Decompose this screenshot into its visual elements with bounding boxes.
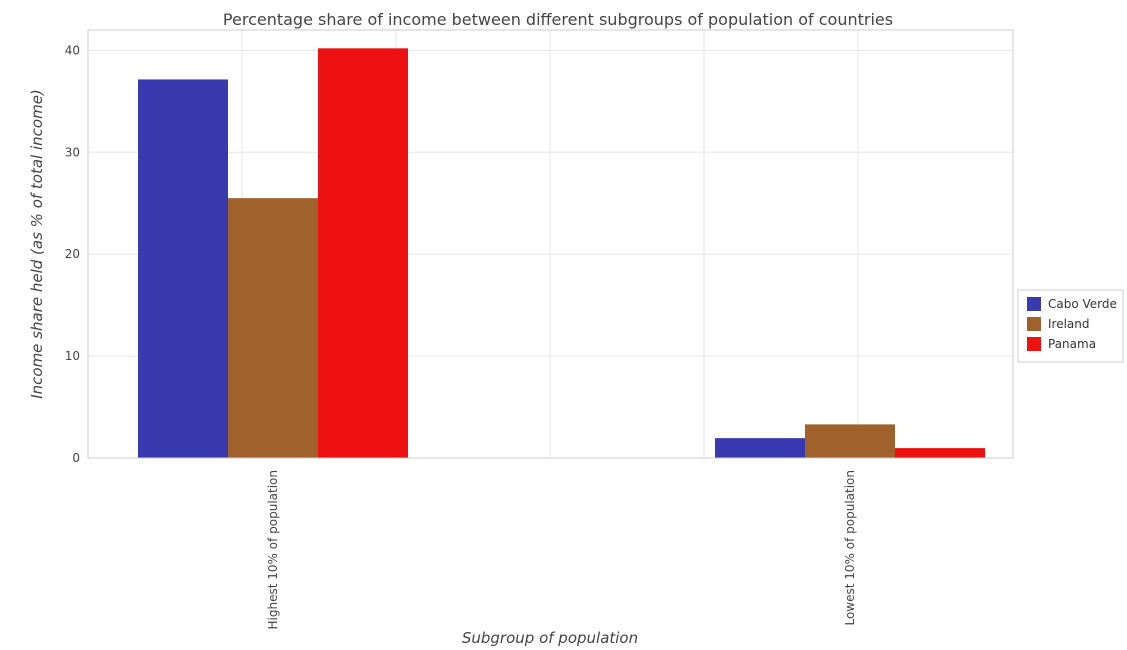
- bar-cabo-verde-1: [715, 438, 805, 458]
- y-tick-label: 40: [65, 43, 80, 57]
- legend-swatch: [1027, 337, 1041, 351]
- x-tick-label: Lowest 10% of population: [843, 470, 857, 626]
- plot-frame: [87, 29, 1014, 459]
- x-axis-label: Subgroup of population: [462, 629, 638, 647]
- bar-panama-0: [318, 48, 408, 458]
- y-tick-label: 30: [65, 145, 80, 159]
- x-tick-label: Highest 10% of population: [266, 470, 280, 629]
- legend-swatch: [1027, 297, 1041, 311]
- legend-label: Panama: [1048, 337, 1096, 351]
- legend: Cabo Verde Ireland Panama: [1017, 289, 1124, 363]
- chart-title: Percentage share of income between diffe…: [223, 10, 893, 29]
- y-tick-label: 0: [72, 451, 80, 465]
- bar-cabo-verde-0: [138, 79, 228, 458]
- legend-label: Ireland: [1048, 317, 1090, 331]
- x-axis-ticks: Highest 10% of population Lowest 10% of p…: [266, 470, 857, 629]
- bar-ireland-0: [228, 198, 318, 458]
- bars: [138, 48, 985, 458]
- y-tick-label: 20: [65, 247, 80, 261]
- y-tick-label: 10: [65, 349, 80, 363]
- bar-ireland-1: [805, 424, 895, 458]
- legend-swatch: [1027, 317, 1041, 331]
- bar-panama-1: [895, 448, 985, 458]
- y-axis-ticks: 0 10 20 30 40: [65, 43, 80, 465]
- legend-label: Cabo Verde: [1048, 297, 1117, 311]
- y-axis-label: Income share held (as % of total income): [28, 89, 46, 399]
